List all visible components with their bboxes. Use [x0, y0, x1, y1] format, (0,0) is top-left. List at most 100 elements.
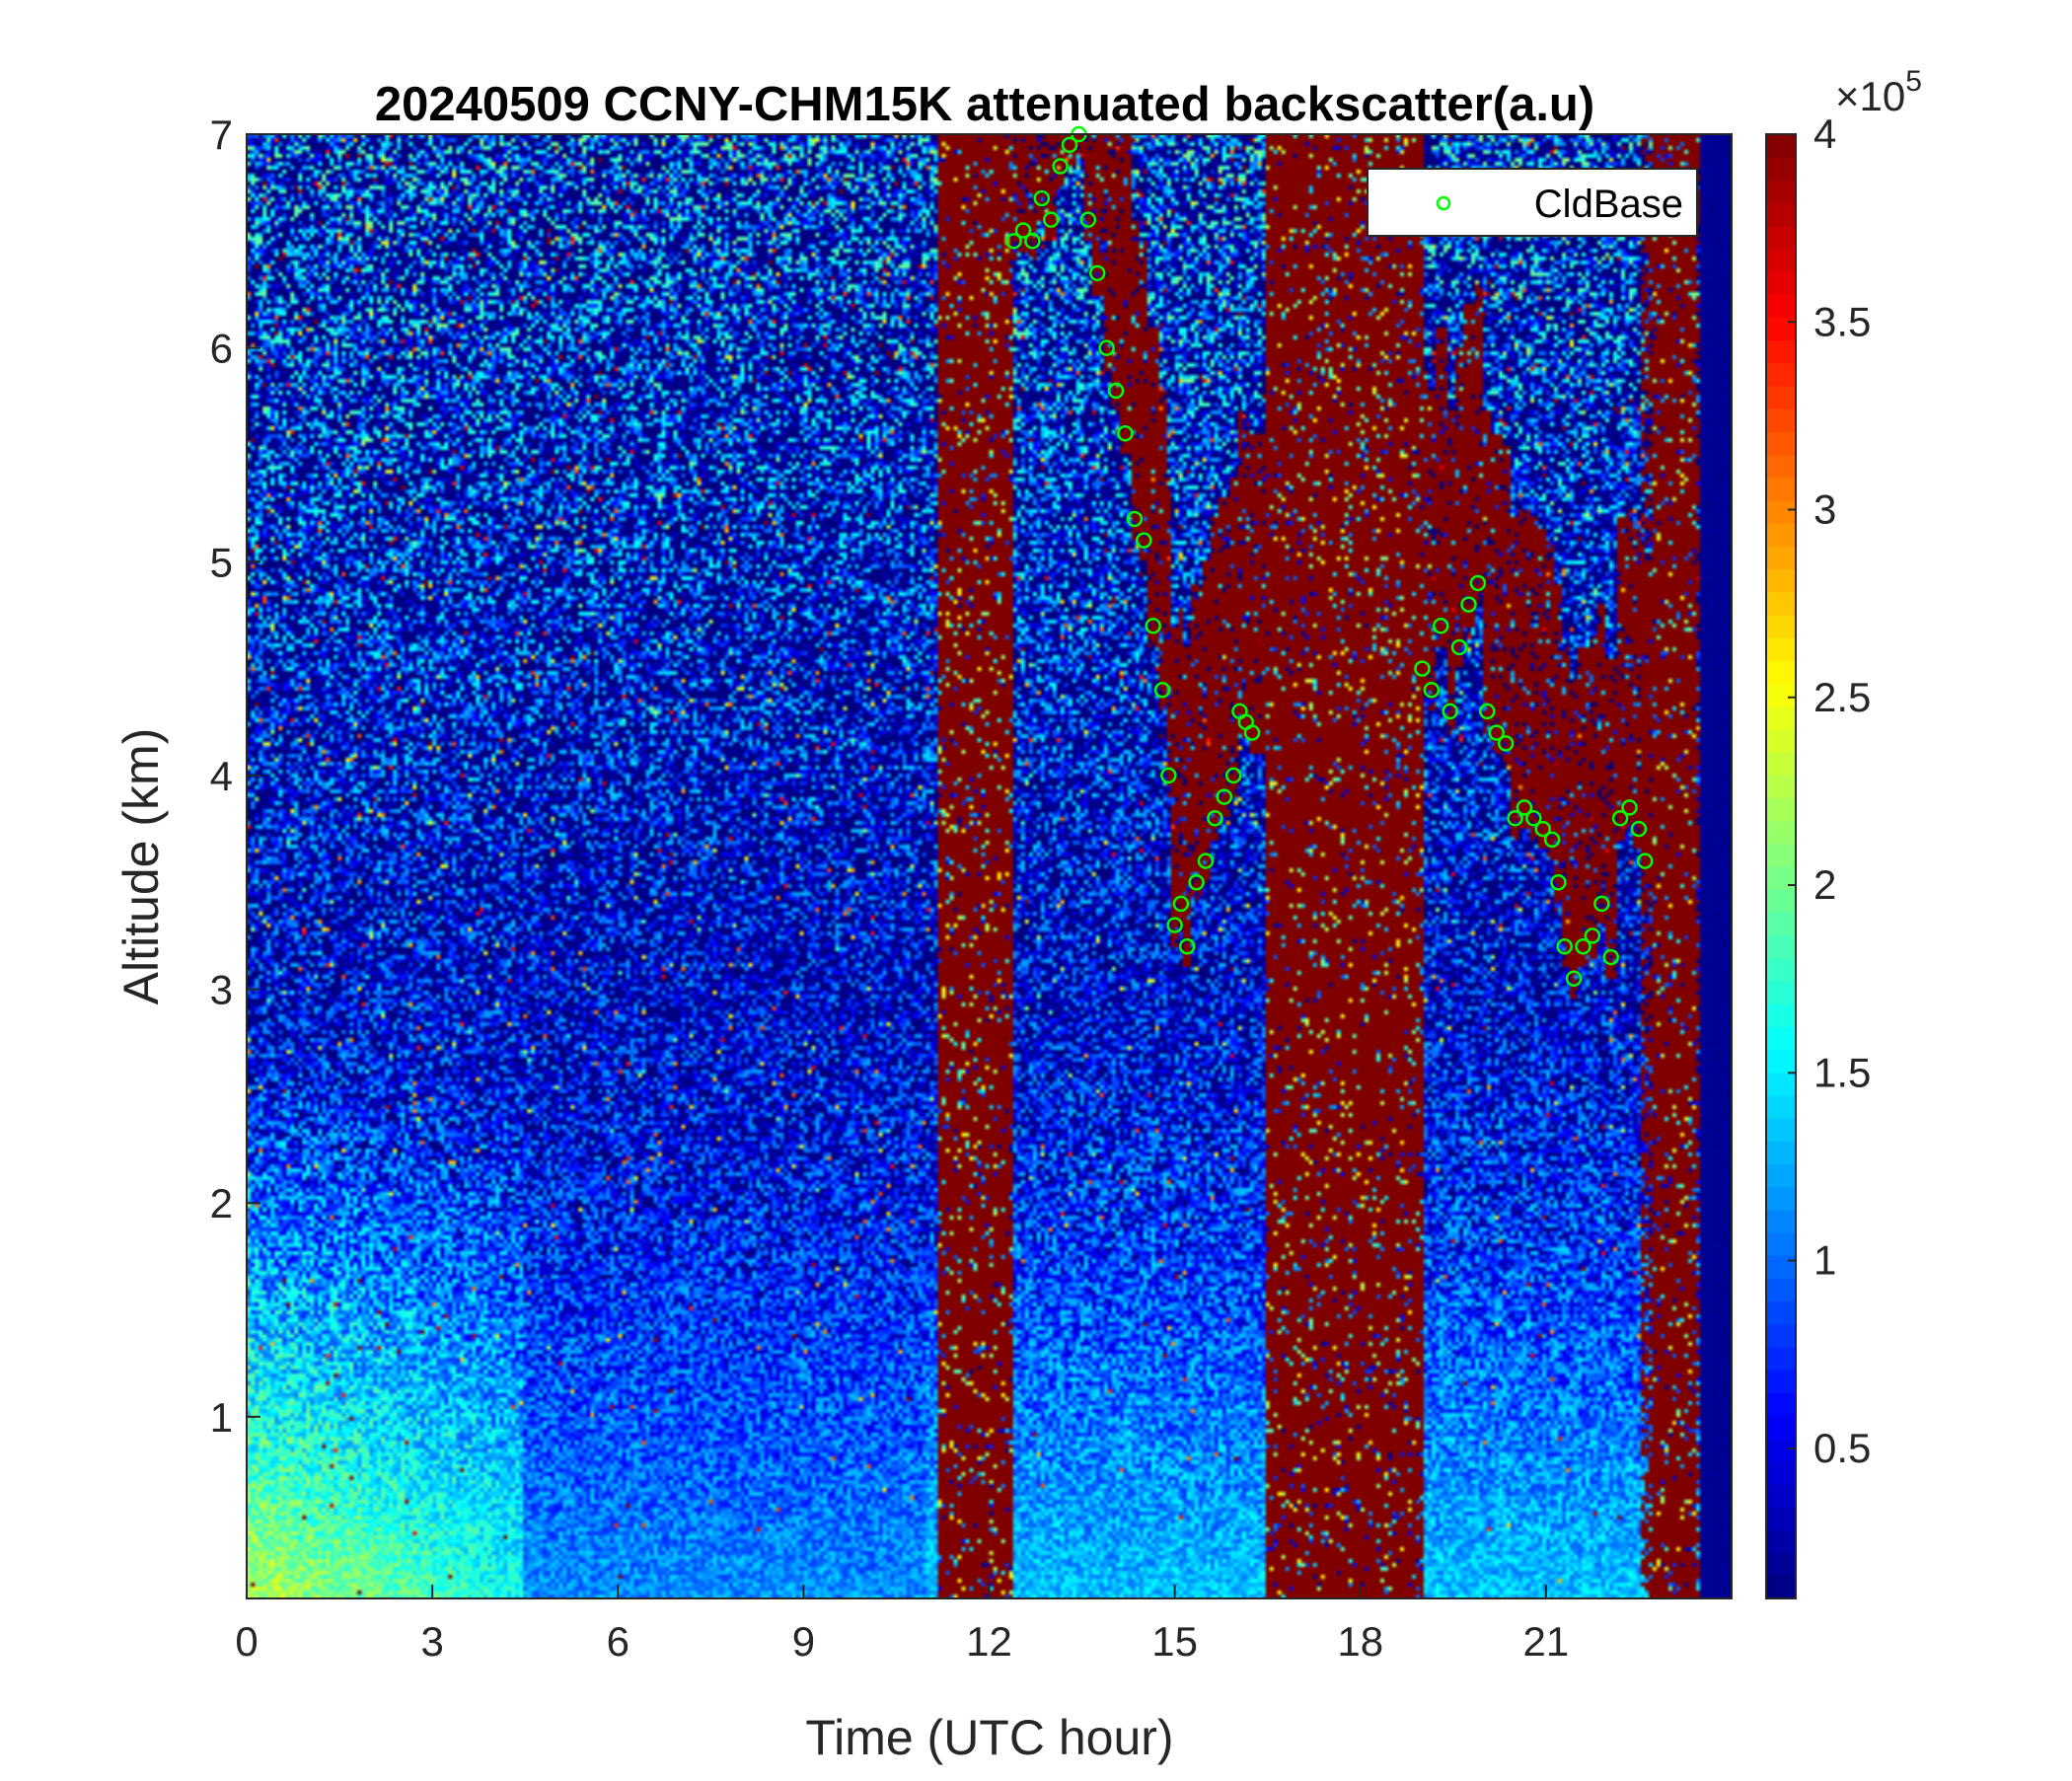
cldbase-point	[1079, 211, 1097, 228]
cldbase-point	[1450, 638, 1468, 656]
x-tick-label: 6	[607, 1618, 629, 1665]
cldbase-point	[1602, 948, 1619, 966]
cldbase-point	[1433, 618, 1449, 634]
colorbar-tick-label: 2.5	[1813, 674, 1871, 720]
cldbase-point	[1136, 532, 1152, 549]
colorbar-band	[1766, 202, 1796, 227]
colorbar-band	[1766, 1370, 1796, 1393]
y-tick-label: 1	[210, 1394, 233, 1441]
cldbase-point	[1611, 810, 1629, 827]
cldbase-point	[1621, 799, 1638, 816]
colorbar-band	[1766, 705, 1796, 730]
cldbase-point	[1556, 937, 1573, 955]
colorbar-band	[1766, 454, 1796, 479]
colorbar-band	[1766, 1529, 1796, 1554]
colorbar-band	[1766, 1392, 1796, 1417]
colorbar-band	[1766, 637, 1796, 661]
cldbase-point	[1160, 767, 1177, 784]
colorbar-band	[1766, 1232, 1796, 1256]
colorbar-band	[1766, 500, 1796, 524]
colorbar-band	[1766, 1575, 1796, 1599]
colorbar-band	[1766, 386, 1796, 409]
colorbar-band	[1766, 775, 1796, 799]
colorbar-band	[1766, 1072, 1796, 1096]
cldbase-point	[1525, 810, 1542, 827]
cldbase-markers	[1005, 125, 1654, 987]
colorbar-band	[1766, 752, 1796, 776]
colorbar-band	[1766, 362, 1796, 387]
colorbar-band	[1766, 568, 1796, 593]
colorbar-band	[1766, 591, 1796, 616]
cldbase-point	[1107, 382, 1125, 400]
cldbase-point	[1207, 810, 1223, 827]
colorbar-band	[1766, 1094, 1796, 1119]
cldbase-point	[1516, 799, 1533, 816]
colorbar-band	[1766, 820, 1796, 845]
cldbase-point	[1423, 682, 1441, 699]
cldbase-point	[1014, 222, 1032, 239]
colorbar-frame	[1765, 133, 1797, 1599]
colorbar-tick-label: 4	[1813, 111, 1836, 157]
cldbase-point	[1033, 189, 1051, 207]
colorbar-band	[1766, 797, 1796, 822]
colorbar-band	[1766, 614, 1796, 638]
colorbar-band	[1766, 1003, 1796, 1027]
cldbase-point	[1636, 853, 1654, 869]
colorbar-tick-label: 1	[1813, 1237, 1836, 1284]
cldbase-point	[1550, 873, 1567, 891]
colorbar-band	[1766, 1163, 1796, 1188]
colorbar-band	[1766, 934, 1796, 959]
colorbar-band	[1766, 134, 1796, 158]
cldbase-point	[1243, 724, 1261, 741]
x-tick-label: 18	[1337, 1618, 1383, 1665]
legend-marker-cldbase	[1436, 195, 1451, 211]
cldbase-point	[1042, 211, 1060, 228]
x-tick-label: 9	[792, 1618, 815, 1665]
colorbar-band	[1766, 1507, 1796, 1531]
colorbar-band	[1766, 912, 1796, 936]
colorbar-multiplier: ×105	[1835, 65, 1922, 119]
colorbar-band	[1766, 980, 1796, 1004]
legend: CldBase	[1367, 168, 1698, 237]
cldbase-point	[1460, 596, 1477, 613]
cldbase-point	[1117, 425, 1134, 442]
cldbase-point	[1052, 158, 1069, 175]
cldbase-point	[1098, 339, 1115, 356]
x-tick-label: 3	[420, 1618, 443, 1665]
y-tick-label: 4	[210, 753, 233, 799]
cldbase-point	[1630, 820, 1648, 838]
colorbar: 0.5 1 1.5 2 2.5 3 3.5 4 ×105	[1765, 65, 1922, 1599]
cldbase-point	[1088, 264, 1106, 282]
colorbar-band	[1766, 1438, 1796, 1462]
backscatter-heatmap	[247, 134, 1732, 1598]
colorbar-band	[1766, 546, 1796, 570]
cldbase-point	[1216, 788, 1233, 805]
colorbar-band	[1766, 843, 1796, 867]
cldbase-point	[1488, 724, 1505, 741]
colorbar-tick-label: 3.5	[1813, 298, 1871, 344]
colorbar-tick-label: 2	[1813, 861, 1836, 908]
colorbar-band	[1766, 889, 1796, 913]
colorbar-band	[1766, 1186, 1796, 1211]
colorbar-band	[1766, 1209, 1796, 1233]
colorbar-tick-label: 1.5	[1813, 1049, 1871, 1095]
cldbase-point	[1126, 510, 1144, 528]
cldbase-point	[1005, 233, 1022, 250]
colorbar-band	[1766, 1255, 1796, 1279]
y-axis-ticks: 1 2 3 4 5 6 7	[210, 111, 260, 1441]
colorbar-band	[1766, 866, 1796, 890]
cldbase-point	[1061, 136, 1078, 154]
cldbase-point	[1166, 917, 1183, 933]
cldbase-point	[1153, 682, 1171, 699]
x-axis-ticks: 0 3 6 9 12 15 18 21	[235, 1585, 1569, 1665]
y-tick-label: 5	[210, 539, 233, 585]
legend-label-cldbase: CldBase	[1534, 183, 1683, 226]
colorbar-tick-label: 3	[1813, 486, 1836, 533]
x-tick-label: 15	[1151, 1618, 1198, 1665]
cldbase-point	[1414, 660, 1431, 677]
colorbar-band	[1766, 1141, 1796, 1165]
colorbar-band	[1766, 523, 1796, 547]
cldbase-point	[1145, 618, 1161, 634]
colorbar-band	[1766, 1026, 1796, 1051]
